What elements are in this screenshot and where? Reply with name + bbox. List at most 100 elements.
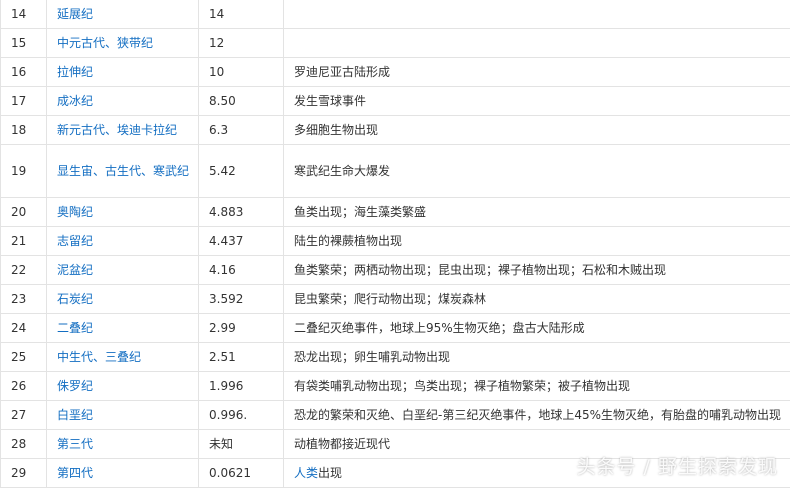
period-value: 4.883 [209, 205, 243, 219]
row-number: 25 [11, 350, 26, 364]
value-cell: 0.996. [199, 401, 284, 430]
value-cell: 3.592 [199, 285, 284, 314]
description-text: 昆虫繁荣；爬行动物出现；煤炭森林 [294, 292, 486, 306]
value-cell: 1.996 [199, 372, 284, 401]
period-name-cell: 石炭纪 [47, 285, 199, 314]
row-number-cell: 22 [1, 256, 47, 285]
period-link[interactable]: 石炭纪 [57, 292, 93, 306]
period-link[interactable]: 第三代 [57, 437, 93, 451]
period-name-cell: 中生代、三叠纪 [47, 343, 199, 372]
row-number: 24 [11, 321, 26, 335]
row-number: 17 [11, 94, 26, 108]
description-text: 出现 [318, 466, 342, 480]
period-name-cell: 侏罗纪 [47, 372, 199, 401]
period-value: 未知 [209, 437, 233, 451]
period-link[interactable]: 第四代 [57, 466, 93, 480]
row-number: 22 [11, 263, 26, 277]
period-name-cell: 显生宙、古生代、寒武纪 [47, 145, 199, 198]
value-cell: 未知 [199, 430, 284, 459]
period-link[interactable]: 拉伸纪 [57, 65, 93, 79]
period-link[interactable]: 新元古代、埃迪卡拉纪 [57, 123, 177, 137]
description-text: 鱼类出现；海生藻类繁盛 [294, 205, 426, 219]
description-cell: 昆虫繁荣；爬行动物出现；煤炭森林 [284, 285, 790, 314]
description-text: 发生雪球事件 [294, 94, 366, 108]
period-value: 1.996 [209, 379, 243, 393]
value-cell: 2.51 [199, 343, 284, 372]
row-number: 20 [11, 205, 26, 219]
period-link[interactable]: 二叠纪 [57, 321, 93, 335]
value-cell: 14 [199, 0, 284, 29]
period-value: 4.16 [209, 263, 236, 277]
row-number-cell: 24 [1, 314, 47, 343]
period-name-cell: 志留纪 [47, 227, 199, 256]
period-link[interactable]: 延展纪 [57, 7, 93, 21]
row-number: 29 [11, 466, 26, 480]
period-value: 8.50 [209, 94, 236, 108]
row-number-cell: 25 [1, 343, 47, 372]
period-link[interactable]: 泥盆纪 [57, 263, 93, 277]
description-cell [284, 29, 790, 58]
row-number: 14 [11, 7, 26, 21]
period-value: 0.996. [209, 408, 247, 422]
row-number-cell: 19 [1, 145, 47, 198]
period-name-cell: 白垩纪 [47, 401, 199, 430]
row-number-cell: 28 [1, 430, 47, 459]
value-cell: 10 [199, 58, 284, 87]
table-row: 22 泥盆纪 4.16 鱼类繁荣；两栖动物出现；昆虫出现；裸子植物出现；石松和木贼出现 [1, 256, 790, 285]
description-text: 恐龙的繁荣和灭绝、白垩纪-第三纪灭绝事件，地球上45%生物灭绝，有胎盘的哺乳动物… [294, 408, 781, 422]
period-name-cell: 泥盆纪 [47, 256, 199, 285]
period-link[interactable]: 中元古代、狭带纪 [57, 36, 153, 50]
row-number: 18 [11, 123, 26, 137]
row-number: 19 [11, 164, 26, 178]
table-row: 19 显生宙、古生代、寒武纪 5.42 寒武纪生命大爆发 [1, 145, 790, 198]
description-cell: 有袋类哺乳动物出现；鸟类出现；裸子植物繁荣；被子植物出现 [284, 372, 790, 401]
description-cell: 二叠纪灭绝事件，地球上95%生物灭绝；盘古大陆形成 [284, 314, 790, 343]
row-number-cell: 14 [1, 0, 47, 29]
table-row: 27 白垩纪 0.996. 恐龙的繁荣和灭绝、白垩纪-第三纪灭绝事件，地球上45%生物… [1, 401, 790, 430]
period-link[interactable]: 志留纪 [57, 234, 93, 248]
description-link[interactable]: 人类 [294, 466, 318, 480]
row-number-cell: 26 [1, 372, 47, 401]
period-value: 10 [209, 65, 224, 79]
value-cell: 2.99 [199, 314, 284, 343]
period-link[interactable]: 奥陶纪 [57, 205, 93, 219]
period-value: 5.42 [209, 164, 236, 178]
period-value: 14 [209, 7, 224, 21]
row-number-cell: 18 [1, 116, 47, 145]
row-number-cell: 15 [1, 29, 47, 58]
period-value: 6.3 [209, 123, 228, 137]
description-cell [284, 0, 790, 29]
period-value: 0.0621 [209, 466, 251, 480]
row-number-cell: 21 [1, 227, 47, 256]
row-number-cell: 23 [1, 285, 47, 314]
value-cell: 4.16 [199, 256, 284, 285]
row-number: 28 [11, 437, 26, 451]
row-number-cell: 17 [1, 87, 47, 116]
value-cell: 4.883 [199, 198, 284, 227]
value-cell: 8.50 [199, 87, 284, 116]
period-name-cell: 奥陶纪 [47, 198, 199, 227]
period-link[interactable]: 成冰纪 [57, 94, 93, 108]
row-number-cell: 29 [1, 459, 47, 488]
period-name-cell: 成冰纪 [47, 87, 199, 116]
table-row: 20 奥陶纪 4.883 鱼类出现；海生藻类繁盛 [1, 198, 790, 227]
description-text: 寒武纪生命大爆发 [294, 164, 390, 178]
description-text: 罗迪尼亚古陆形成 [294, 65, 390, 79]
period-name-cell: 新元古代、埃迪卡拉纪 [47, 116, 199, 145]
row-number-cell: 27 [1, 401, 47, 430]
row-number: 21 [11, 234, 26, 248]
period-link[interactable]: 显生宙、古生代、寒武纪 [57, 164, 189, 178]
value-cell: 6.3 [199, 116, 284, 145]
description-text: 动植物都接近现代 [294, 437, 390, 451]
period-link[interactable]: 侏罗纪 [57, 379, 93, 393]
value-cell: 5.42 [199, 145, 284, 198]
period-link[interactable]: 白垩纪 [57, 408, 93, 422]
period-link[interactable]: 中生代、三叠纪 [57, 350, 141, 364]
description-cell: 鱼类繁荣；两栖动物出现；昆虫出现；裸子植物出现；石松和木贼出现 [284, 256, 790, 285]
row-number-cell: 16 [1, 58, 47, 87]
